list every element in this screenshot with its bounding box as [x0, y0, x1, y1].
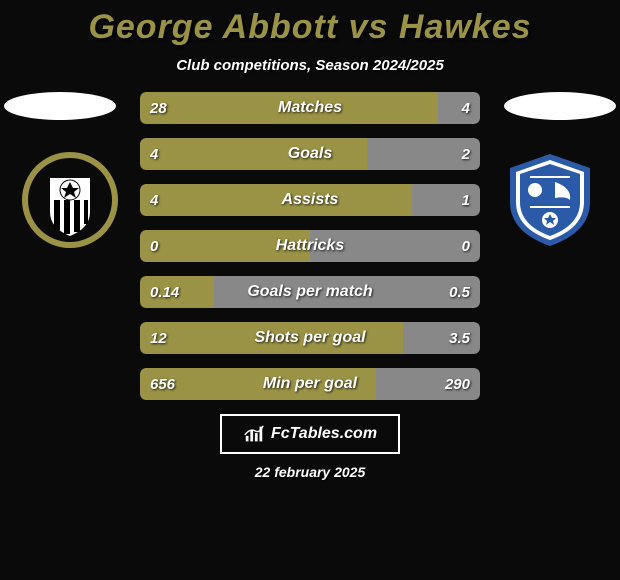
stat-row-goals: 42Goals: [140, 138, 480, 170]
stats-bars-column: 284Matches 42Goals 41Assists 00Hattricks 0.1…: [140, 92, 480, 400]
left-team-crest: [20, 150, 120, 250]
stat-row-goals-per-match: 0.140.5Goals per match: [140, 276, 480, 308]
stat-row-min-per-goal: 656290Min per goal: [140, 368, 480, 400]
stat-label: Hattricks: [140, 230, 480, 262]
footer-date: 22 february 2025: [0, 464, 620, 480]
stat-label: Shots per goal: [140, 322, 480, 354]
notts-county-crest-icon: [20, 150, 120, 250]
comparison-title: George Abbott vs Hawkes: [0, 0, 620, 47]
tranmere-rovers-crest-icon: [500, 150, 600, 250]
comparison-area: 284Matches 42Goals 41Assists 00Hattricks 0.1…: [0, 92, 620, 400]
stat-row-shots-per-goal: 123.5Shots per goal: [140, 322, 480, 354]
stat-label: Matches: [140, 92, 480, 124]
stat-label: Assists: [140, 184, 480, 216]
stat-row-hattricks: 00Hattricks: [140, 230, 480, 262]
fctables-brand-text: FcTables.com: [271, 425, 377, 443]
chart-icon: [243, 423, 265, 445]
season-subtitle: Club competitions, Season 2024/2025: [0, 57, 620, 74]
right-team-crest: [500, 150, 600, 250]
left-player-oval: [4, 92, 116, 120]
stat-row-assists: 41Assists: [140, 184, 480, 216]
right-player-oval: [504, 92, 616, 120]
fctables-logo[interactable]: FcTables.com: [220, 414, 400, 454]
stat-row-matches: 284Matches: [140, 92, 480, 124]
stat-label: Goals per match: [140, 276, 480, 308]
stat-label: Goals: [140, 138, 480, 170]
stat-label: Min per goal: [140, 368, 480, 400]
